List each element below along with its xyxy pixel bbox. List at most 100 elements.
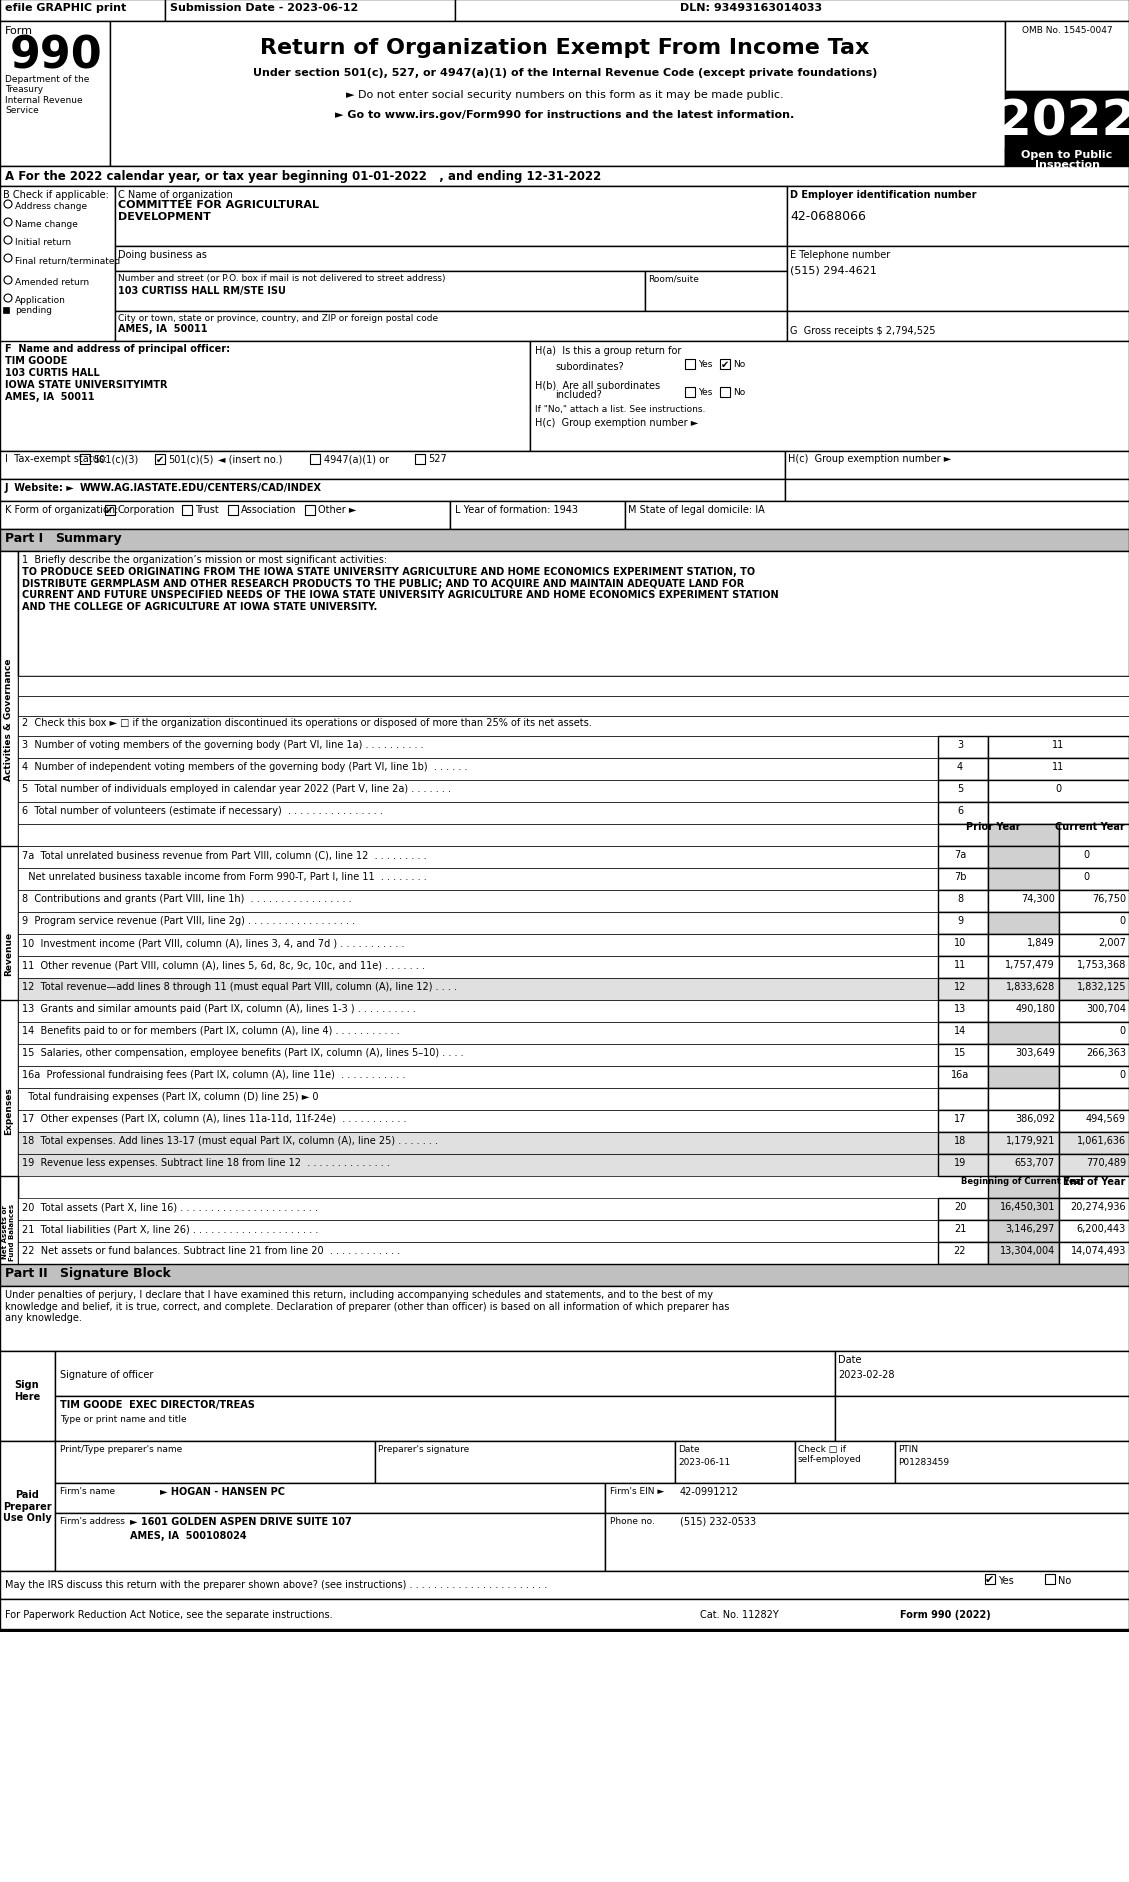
Text: Firm's EIN ►: Firm's EIN ► bbox=[610, 1487, 664, 1494]
Bar bbox=[0, 1176, 18, 1285]
Text: 770,489: 770,489 bbox=[1086, 1157, 1126, 1167]
Bar bbox=[18, 1022, 938, 1045]
Bar bbox=[80, 455, 90, 465]
Text: Initial return: Initial return bbox=[15, 237, 71, 247]
Text: Cat. No. 11282Y: Cat. No. 11282Y bbox=[700, 1609, 779, 1619]
Text: 15  Salaries, other compensation, employee benefits (Part IX, column (A), lines : 15 Salaries, other compensation, employe… bbox=[21, 1048, 464, 1058]
Bar bbox=[1059, 868, 1129, 890]
Text: 266,363: 266,363 bbox=[1086, 1048, 1126, 1058]
Bar bbox=[988, 935, 1059, 956]
Text: ✔: ✔ bbox=[156, 455, 164, 465]
Text: H(a)  Is this a group return for: H(a) Is this a group return for bbox=[535, 346, 682, 356]
Bar bbox=[450, 502, 625, 529]
Text: Paid
Preparer
Use Only: Paid Preparer Use Only bbox=[2, 1489, 52, 1523]
Bar bbox=[18, 551, 1129, 678]
Text: 7a: 7a bbox=[954, 849, 966, 860]
Bar bbox=[0, 502, 450, 529]
Text: Activities & Governance: Activities & Governance bbox=[5, 659, 14, 781]
Bar bbox=[988, 1154, 1059, 1176]
Bar bbox=[18, 1001, 938, 1022]
Bar bbox=[938, 890, 988, 913]
Text: Under section 501(c), 527, or 4947(a)(1) of the Internal Revenue Code (except pr: Under section 501(c), 527, or 4947(a)(1)… bbox=[253, 68, 877, 77]
Text: 11: 11 bbox=[1052, 762, 1065, 772]
Bar bbox=[787, 186, 1129, 247]
Bar bbox=[938, 781, 988, 802]
Text: 20  Total assets (Part X, line 16) . . . . . . . . . . . . . . . . . . . . . . .: 20 Total assets (Part X, line 16) . . . … bbox=[21, 1201, 318, 1212]
Bar bbox=[115, 186, 787, 247]
Bar bbox=[18, 717, 1129, 736]
Text: Part I: Part I bbox=[5, 533, 43, 544]
Text: 2  Check this box ► □ if the organization discontinued its operations or dispose: 2 Check this box ► □ if the organization… bbox=[21, 717, 592, 728]
Text: 386,092: 386,092 bbox=[1015, 1114, 1054, 1124]
Bar bbox=[835, 1396, 1129, 1442]
Bar bbox=[18, 1110, 938, 1133]
Text: H(c)  Group exemption number ►: H(c) Group exemption number ► bbox=[788, 454, 952, 463]
Bar bbox=[0, 343, 530, 452]
Bar bbox=[1059, 1088, 1129, 1110]
Text: WWW.AG.IASTATE.EDU/CENTERS/CAD/INDEX: WWW.AG.IASTATE.EDU/CENTERS/CAD/INDEX bbox=[80, 484, 322, 493]
Text: 103 CURTIS HALL: 103 CURTIS HALL bbox=[5, 367, 99, 378]
Text: (515) 294-4621: (515) 294-4621 bbox=[790, 265, 877, 275]
Text: 501(c)(5): 501(c)(5) bbox=[168, 454, 213, 463]
Bar bbox=[0, 1571, 1129, 1600]
Text: Form: Form bbox=[5, 26, 33, 36]
Bar bbox=[18, 890, 938, 913]
Text: 4: 4 bbox=[957, 762, 963, 772]
Bar bbox=[787, 247, 1129, 312]
Text: 11: 11 bbox=[1052, 740, 1065, 749]
Text: Firm's name: Firm's name bbox=[60, 1487, 115, 1494]
Text: Yes: Yes bbox=[698, 359, 712, 369]
Text: 16,450,301: 16,450,301 bbox=[999, 1201, 1054, 1212]
Bar bbox=[1059, 847, 1129, 868]
Bar bbox=[18, 678, 1129, 696]
Text: 2,007: 2,007 bbox=[1099, 937, 1126, 947]
Text: H(c)  Group exemption number ►: H(c) Group exemption number ► bbox=[535, 418, 698, 427]
Text: 19: 19 bbox=[954, 1157, 966, 1167]
Text: Final return/terminated: Final return/terminated bbox=[15, 256, 121, 265]
Bar bbox=[1045, 1573, 1054, 1585]
Text: 14  Benefits paid to or for members (Part IX, column (A), line 4) . . . . . . . : 14 Benefits paid to or for members (Part… bbox=[21, 1026, 400, 1035]
Text: 0: 0 bbox=[1120, 915, 1126, 926]
Bar bbox=[18, 1088, 938, 1110]
Text: F  Name and address of principal officer:: F Name and address of principal officer: bbox=[5, 344, 230, 354]
Bar bbox=[1059, 1022, 1129, 1045]
Text: 0: 0 bbox=[1084, 871, 1089, 881]
Bar bbox=[988, 1067, 1059, 1088]
Text: ✔: ✔ bbox=[105, 506, 113, 516]
Text: ◄ (insert no.): ◄ (insert no.) bbox=[218, 454, 282, 463]
Text: Type or print name and title: Type or print name and title bbox=[60, 1413, 186, 1423]
Text: L Year of formation: 1943: L Year of formation: 1943 bbox=[455, 504, 578, 514]
Bar bbox=[1059, 935, 1129, 956]
Text: 8: 8 bbox=[957, 894, 963, 903]
Text: A For the 2022 calendar year, or tax year beginning 01-01-2022   , and ending 12: A For the 2022 calendar year, or tax yea… bbox=[5, 169, 602, 183]
Bar bbox=[1059, 1110, 1129, 1133]
Bar bbox=[938, 802, 988, 824]
Bar bbox=[787, 312, 1129, 343]
Text: M State of legal domicile: IA: M State of legal domicile: IA bbox=[628, 504, 764, 514]
Bar bbox=[720, 359, 730, 369]
Text: Print/Type preparer's name: Print/Type preparer's name bbox=[60, 1443, 182, 1453]
Bar bbox=[835, 1351, 1129, 1396]
Text: Net Assets or
Fund Balances: Net Assets or Fund Balances bbox=[2, 1203, 16, 1259]
Text: Signature Block: Signature Block bbox=[60, 1267, 170, 1280]
Bar bbox=[0, 0, 165, 23]
Text: 7a  Total unrelated business revenue from Part VIII, column (C), line 12  . . . : 7a Total unrelated business revenue from… bbox=[21, 849, 427, 860]
Bar bbox=[785, 480, 1129, 502]
Text: 19  Revenue less expenses. Subtract line 18 from line 12  . . . . . . . . . . . : 19 Revenue less expenses. Subtract line … bbox=[21, 1157, 390, 1167]
Bar bbox=[18, 847, 938, 868]
Bar bbox=[228, 506, 238, 516]
Text: 5  Total number of individuals employed in calendar year 2022 (Part V, line 2a) : 5 Total number of individuals employed i… bbox=[21, 783, 450, 794]
Text: 0: 0 bbox=[1120, 1026, 1126, 1035]
Bar bbox=[938, 868, 988, 890]
Bar bbox=[938, 1001, 988, 1022]
Bar bbox=[0, 167, 1129, 186]
Bar bbox=[1059, 1242, 1129, 1265]
Bar bbox=[1059, 913, 1129, 935]
Text: Current Year: Current Year bbox=[1056, 822, 1124, 832]
Bar bbox=[18, 1154, 938, 1176]
Text: 21  Total liabilities (Part X, line 26) . . . . . . . . . . . . . . . . . . . . : 21 Total liabilities (Part X, line 26) .… bbox=[21, 1223, 318, 1233]
Bar bbox=[685, 388, 695, 397]
Text: 8  Contributions and grants (Part VIII, line 1h)  . . . . . . . . . . . . . . . : 8 Contributions and grants (Part VIII, l… bbox=[21, 894, 351, 903]
Bar bbox=[0, 1265, 1129, 1285]
Bar bbox=[988, 1088, 1059, 1110]
